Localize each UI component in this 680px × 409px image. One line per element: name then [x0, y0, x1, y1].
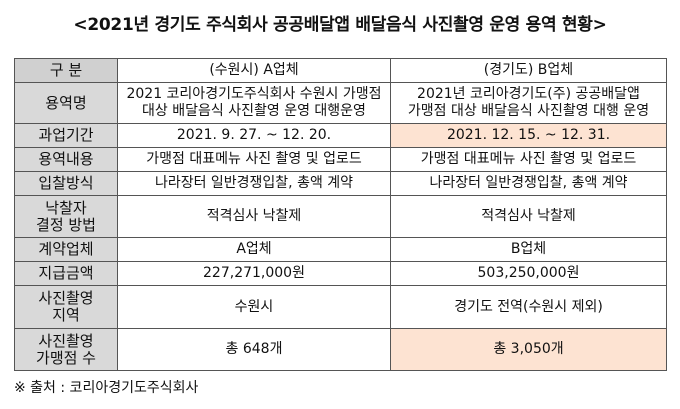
- table-row: 사진촬영 가맹점 수 총 648개 총 3,050개: [14, 328, 667, 371]
- table-header-row: 구 분 (수원시) A업체 (경기도) B업체: [14, 58, 667, 83]
- row-label-line: 용역명: [45, 93, 87, 112]
- cell-line: 2021. 9. 27. ~ 12. 20.: [176, 127, 332, 143]
- cell-line: 2021년 코리아경기도(주) 공공배달앱: [417, 86, 640, 102]
- cell-line: 503,250,000원: [477, 265, 580, 281]
- company-a-cell: 가맹점 대표메뉴 사진 촬영 및 업로드: [117, 147, 391, 172]
- row-label-cell: 사진촬영 가맹점 수: [14, 328, 118, 371]
- company-a-cell: 나라장터 일반경쟁입찰, 총액 계약: [117, 171, 391, 196]
- company-a-cell: A업체: [117, 237, 391, 262]
- document-title: <2021년 경기도 주식회사 공공배달앱 배달음식 사진촬영 운영 용역 현황…: [73, 15, 607, 35]
- cell-line: 경기도 전역(수원시 제외): [454, 298, 603, 315]
- row-label-line: 가맹점 수: [36, 348, 96, 367]
- company-a-cell: 2021. 9. 27. ~ 12. 20.: [117, 123, 391, 148]
- row-label-line: 계약업체: [38, 240, 94, 258]
- row-label-line: 결정 방법: [36, 215, 96, 234]
- header-company-a-cell: (수원시) A업체: [117, 58, 391, 83]
- company-b-cell: 2021년 코리아경기도(주) 공공배달앱 가맹점 대상 배달음식 사진촬영 대…: [390, 82, 667, 124]
- cell-line: 2021. 12. 15. ~ 12. 31.: [446, 127, 611, 143]
- table-row: 과업기간 2021. 9. 27. ~ 12. 20. 2021. 12. 15…: [14, 123, 667, 148]
- cell-line: 적격심사 낙찰제: [206, 208, 302, 224]
- company-b-cell-highlighted: 총 3,050개: [390, 328, 667, 371]
- row-label-cell: 용역명: [14, 82, 118, 124]
- cell-line: 대상 배달음식 사진촬영 운영 대행운영: [142, 103, 366, 119]
- company-a-cell: 적격심사 낙찰제: [117, 195, 391, 238]
- table-row: 용역명 2021 코리아경기도주식회사 수원시 가맹점 대상 배달음식 사진촬영…: [14, 82, 667, 124]
- row-label-line: 용역내용: [38, 150, 94, 168]
- cell-line: 나라장터 일반경쟁입찰, 총액 계약: [429, 175, 628, 191]
- cell-line: B업체: [510, 241, 547, 257]
- company-a-cell: 227,271,000원: [117, 261, 391, 286]
- header-category-cell: 구 분: [14, 58, 118, 83]
- row-label-cell: 용역내용: [14, 147, 118, 172]
- row-label-cell: 사진촬영 지역: [14, 285, 118, 329]
- cell-line: 적격심사 낙찰제: [481, 208, 576, 224]
- cell-line: 총 648개: [225, 341, 283, 357]
- cell-line: 가맹점 대표메뉴 사진 촬영 및 업로드: [420, 151, 637, 167]
- company-b-cell: 나라장터 일반경쟁입찰, 총액 계약: [390, 171, 667, 196]
- company-b-cell: 경기도 전역(수원시 제외): [390, 285, 667, 329]
- row-label-line: 사진촬영: [38, 331, 94, 350]
- cell-line: 가맹점 대상 배달음식 사진촬영 대행 운영: [407, 103, 650, 119]
- table-row: 계약업체 A업체 B업체: [14, 237, 667, 262]
- row-label-line: 지급금액: [38, 264, 94, 282]
- row-label-line: 과업기간: [38, 126, 94, 144]
- row-label-cell: 지급금액: [14, 261, 118, 286]
- cell-line: 2021 코리아경기도주식회사 수원시 가맹점: [126, 86, 382, 102]
- company-b-cell-highlighted: 2021. 12. 15. ~ 12. 31.: [390, 123, 667, 148]
- row-label-cell: 입찰방식: [14, 171, 118, 196]
- company-b-cell: 가맹점 대표메뉴 사진 촬영 및 업로드: [390, 147, 667, 172]
- cell-line: 수원시: [234, 298, 274, 315]
- cell-line: 227,271,000원: [203, 265, 305, 281]
- company-a-cell: 2021 코리아경기도주식회사 수원시 가맹점 대상 배달음식 사진촬영 운영 …: [117, 82, 391, 124]
- cell-line: A업체: [236, 241, 272, 257]
- company-b-cell: B업체: [390, 237, 667, 262]
- source-note: ※ 출처 : 코리아경기도주식회사: [14, 380, 199, 396]
- company-a-cell: 총 648개: [117, 328, 391, 371]
- cell-line: 가맹점 대표메뉴 사진 촬영 및 업로드: [146, 151, 362, 167]
- cell-line: 나라장터 일반경쟁입찰, 총액 계약: [154, 175, 354, 191]
- company-b-cell: 적격심사 낙찰제: [390, 195, 667, 238]
- row-label-line: 낙찰자: [45, 198, 87, 217]
- company-a-cell: 수원시: [117, 285, 391, 329]
- header-company-b-cell: (경기도) B업체: [390, 58, 667, 83]
- row-label-line: 입찰방식: [38, 174, 94, 192]
- row-label-cell: 과업기간: [14, 123, 118, 148]
- status-table: 구 분 (수원시) A업체 (경기도) B업체 용역명 2021 코리아경기도주…: [14, 58, 667, 371]
- table-row: 지급금액 227,271,000원 503,250,000원: [14, 261, 667, 286]
- table-row: 사진촬영 지역 수원시 경기도 전역(수원시 제외): [14, 285, 667, 329]
- row-label-line: 지역: [52, 306, 80, 324]
- row-label-cell: 낙찰자 결정 방법: [14, 195, 118, 238]
- table-row: 낙찰자 결정 방법 적격심사 낙찰제 적격심사 낙찰제: [14, 195, 667, 238]
- row-label-line: 사진촬영: [38, 289, 94, 307]
- table-row: 입찰방식 나라장터 일반경쟁입찰, 총액 계약 나라장터 일반경쟁입찰, 총액 …: [14, 171, 667, 196]
- company-b-cell: 503,250,000원: [390, 261, 667, 286]
- row-label-cell: 계약업체: [14, 237, 118, 262]
- cell-line: 총 3,050개: [493, 341, 564, 357]
- table-row: 용역내용 가맹점 대표메뉴 사진 촬영 및 업로드 가맹점 대표메뉴 사진 촬영…: [14, 147, 667, 172]
